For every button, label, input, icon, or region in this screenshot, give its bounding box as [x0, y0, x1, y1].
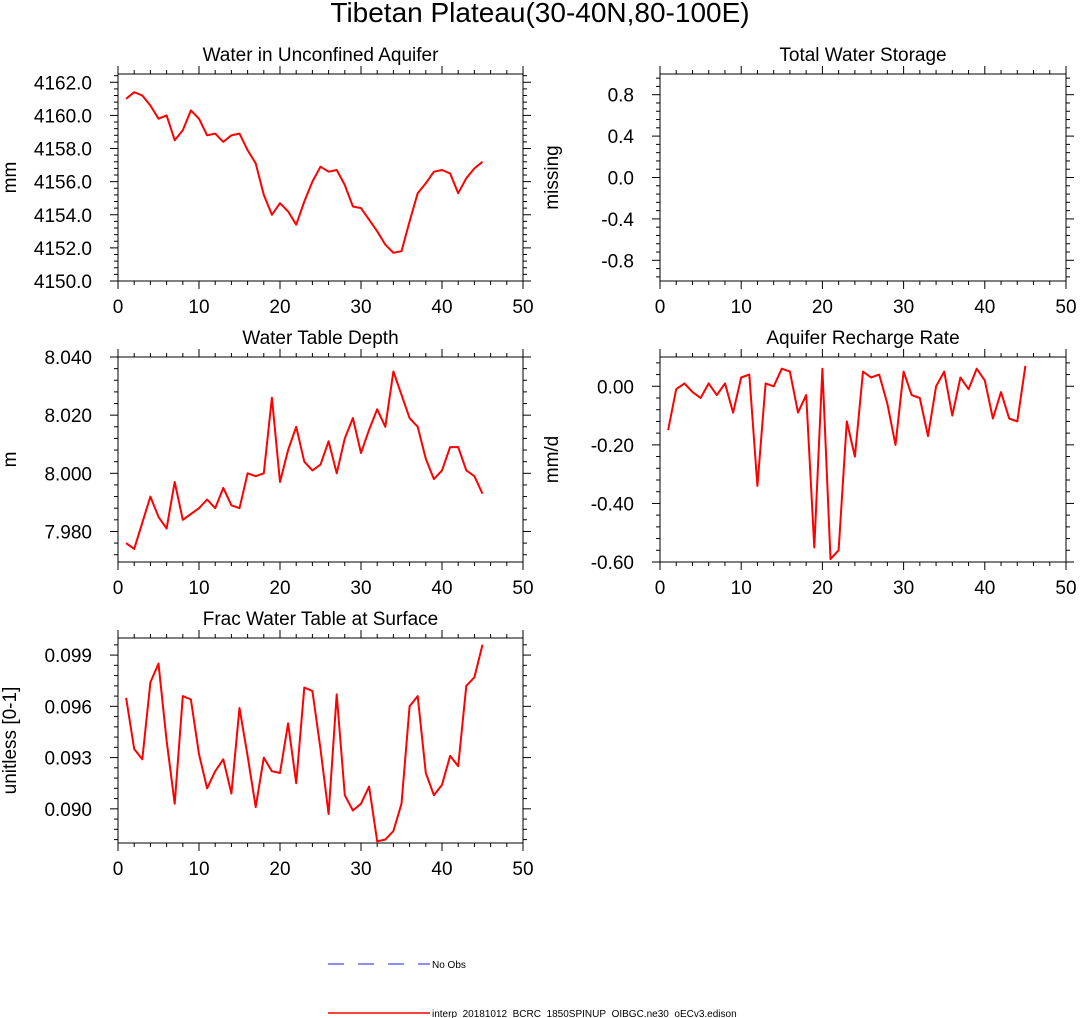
- x-tick-label: 30: [893, 297, 914, 318]
- plot-frame: [117, 73, 524, 282]
- y-axis-label: unitless [0-1]: [0, 687, 21, 795]
- y-tick-label: 0.099: [44, 646, 92, 667]
- y-tick-label: 8.020: [44, 406, 92, 427]
- x-tick-label: 30: [350, 859, 371, 880]
- x-tick-label: 0: [113, 297, 124, 318]
- y-tick-label: -0.20: [591, 436, 634, 457]
- legend-label-no-obs: No Obs: [432, 960, 466, 971]
- data-series-line: [125, 91, 484, 254]
- x-tick-label: 40: [431, 859, 452, 880]
- y-tick-label: 0.8: [608, 86, 634, 107]
- x-tick-label: 50: [512, 578, 533, 599]
- y-tick-label: 0.00: [597, 377, 634, 398]
- x-tick-label: 30: [350, 578, 371, 599]
- x-tick-label: 10: [731, 578, 752, 599]
- y-tick-label: 4162.0: [34, 73, 92, 94]
- data-series-line: [667, 365, 1027, 561]
- legend: No Obs interp_20181012_BCRC_1850SPINUP_O…: [328, 960, 737, 1018]
- y-axis-label: m: [0, 452, 21, 468]
- x-tick-label: 20: [812, 297, 833, 318]
- y-tick-label: -0.60: [591, 553, 634, 574]
- x-tick-label: 50: [1055, 297, 1076, 318]
- x-tick-label: 20: [812, 578, 833, 599]
- x-tick-label: 40: [974, 578, 995, 599]
- legend-label-model: interp_20181012_BCRC_1850SPINUP_OIBGC.ne…: [432, 1009, 737, 1018]
- y-tick-label: -0.8: [601, 251, 634, 272]
- x-tick-label: 0: [655, 578, 666, 599]
- x-tick-label: 10: [188, 859, 209, 880]
- y-tick-label: 4152.0: [34, 239, 92, 260]
- panel-title: Water in Unconfined Aquifer: [203, 45, 440, 66]
- legend-entry-no-obs: No Obs: [328, 960, 466, 971]
- x-tick-label: 20: [269, 297, 290, 318]
- figure-title: Tibetan Plateau(30-40N,80-100E): [330, 0, 749, 28]
- x-tick-label: 0: [113, 859, 124, 880]
- x-tick-label: 10: [731, 297, 752, 318]
- plot-frame: [659, 73, 1067, 282]
- legend-entry-model: interp_20181012_BCRC_1850SPINUP_OIBGC.ne…: [328, 1009, 737, 1018]
- x-tick-label: 10: [188, 578, 209, 599]
- x-tick-label: 0: [113, 578, 124, 599]
- x-tick-label: 40: [431, 578, 452, 599]
- x-tick-label: 10: [188, 297, 209, 318]
- y-tick-label: 8.040: [44, 348, 92, 369]
- chart-panel-4: Aquifer Recharge Rate mm/d 0 10 20 30 40 50 -0.6…: [542, 328, 1077, 599]
- y-tick-label: 4160.0: [34, 106, 92, 127]
- x-tick-label: 20: [269, 578, 290, 599]
- plot-frame: [117, 637, 524, 844]
- y-tick-label: 0.4: [608, 127, 635, 148]
- chart-panel-5: Frac Water Table at Surface unitless [0-1…: [0, 609, 534, 880]
- x-tick-label: 40: [431, 297, 452, 318]
- y-tick-label: 4150.0: [34, 272, 92, 293]
- x-tick-label: 30: [350, 297, 371, 318]
- y-tick-label: 0.0: [608, 169, 634, 190]
- panel-title: Water Table Depth: [242, 328, 398, 349]
- x-tick-label: 50: [512, 297, 533, 318]
- x-tick-label: 50: [1055, 578, 1076, 599]
- plot-frame: [117, 356, 524, 563]
- y-axis-label: missing: [542, 145, 563, 209]
- panel-title: Aquifer Recharge Rate: [766, 328, 959, 349]
- y-tick-label: 0.093: [44, 749, 92, 770]
- y-axis-label: mm: [0, 162, 21, 194]
- panels: Water in Unconfined Aquifer mm 0 10 20 30 40 50…: [0, 45, 1077, 880]
- chart-panel-3: Water Table Depth m 0 10 20 30 40 50 7.980 8.000 8…: [0, 328, 534, 599]
- x-tick-label: 30: [893, 578, 914, 599]
- x-tick-label: 50: [512, 859, 533, 880]
- x-tick-label: 40: [974, 297, 995, 318]
- y-tick-label: -0.4: [601, 210, 634, 231]
- chart-panel-1: Water in Unconfined Aquifer mm 0 10 20 30 40 50…: [0, 45, 534, 318]
- y-tick-label: 0.090: [44, 800, 92, 821]
- plot-frame: [659, 356, 1067, 563]
- x-tick-label: 0: [655, 297, 666, 318]
- panel-title: Frac Water Table at Surface: [203, 609, 439, 630]
- x-tick-label: 20: [269, 859, 290, 880]
- y-tick-label: 8.000: [44, 464, 92, 485]
- panel-title: Total Water Storage: [779, 45, 946, 66]
- y-tick-label: -0.40: [591, 494, 634, 515]
- y-axis-label: mm/d: [542, 436, 563, 484]
- y-tick-label: 4156.0: [34, 173, 92, 194]
- data-series-line: [125, 370, 484, 550]
- y-tick-label: 0.096: [44, 697, 92, 718]
- data-series-line: [125, 644, 484, 843]
- y-tick-label: 4154.0: [34, 206, 92, 227]
- y-tick-label: 4158.0: [34, 140, 92, 161]
- y-tick-label: 7.980: [44, 522, 92, 543]
- chart-panel-2: Total Water Storage missing 0 10 20 30 40 50 -0.…: [542, 45, 1077, 318]
